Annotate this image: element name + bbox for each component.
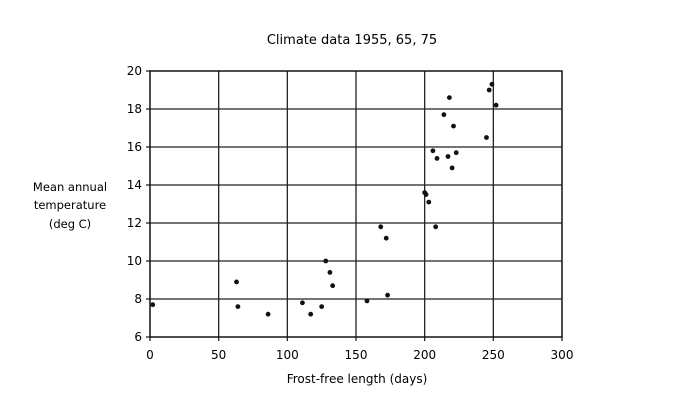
chart-title: Climate data 1955, 65, 75 (267, 33, 437, 48)
y-tick-label: 18 (127, 102, 142, 116)
grid (150, 71, 562, 337)
data-point (441, 112, 447, 118)
x-tick-label: 150 (345, 348, 368, 362)
data-point (426, 199, 432, 205)
data-point (451, 123, 456, 129)
data-point (364, 298, 370, 304)
y-tick-label: 10 (127, 254, 142, 268)
data-point (385, 292, 390, 298)
data-point (493, 102, 499, 108)
data-point (430, 148, 436, 154)
x-axis-ticks: 0 50 100 150 200 250 300 (146, 337, 573, 362)
data-point (486, 87, 492, 93)
data-point (433, 224, 439, 230)
data-point (423, 192, 429, 197)
data-point (434, 156, 440, 161)
data-point (330, 283, 336, 289)
data-point (327, 270, 333, 275)
data-point (453, 150, 459, 156)
y-axis-label-line-2: temperature (34, 198, 106, 212)
data-point (265, 311, 271, 317)
y-tick-label: 6 (134, 330, 142, 344)
y-tick-label: 14 (127, 178, 142, 192)
data-point (319, 304, 325, 309)
data-point (150, 302, 156, 308)
x-axis-label: Frost-free length (days) (287, 372, 428, 386)
data-point (234, 279, 239, 285)
data-point (235, 304, 241, 309)
data-point (383, 235, 389, 241)
x-tick-label: 250 (482, 348, 505, 362)
y-axis-ticks: 6 8 10 12 14 16 18 20 (127, 64, 150, 344)
data-point (446, 95, 452, 100)
y-axis-label: Mean annual temperature (deg C) (33, 180, 107, 231)
y-axis-label-line-3: (deg C) (49, 217, 91, 231)
data-points (150, 81, 499, 317)
y-tick-label: 16 (127, 140, 142, 154)
data-point (308, 311, 314, 317)
x-tick-label: 300 (551, 348, 574, 362)
data-point (489, 81, 495, 87)
data-point (300, 300, 305, 306)
x-tick-label: 0 (146, 348, 154, 362)
data-point (484, 135, 489, 140)
y-tick-label: 12 (127, 216, 142, 230)
y-axis-label-line-1: Mean annual (33, 180, 107, 194)
data-point (378, 224, 384, 230)
x-tick-label: 100 (276, 348, 299, 362)
y-tick-label: 20 (127, 64, 142, 78)
y-tick-label: 8 (134, 292, 142, 306)
data-point (323, 258, 329, 264)
x-tick-label: 200 (413, 348, 436, 362)
data-point (445, 154, 451, 159)
x-tick-label: 50 (211, 348, 226, 362)
data-point (449, 165, 455, 171)
